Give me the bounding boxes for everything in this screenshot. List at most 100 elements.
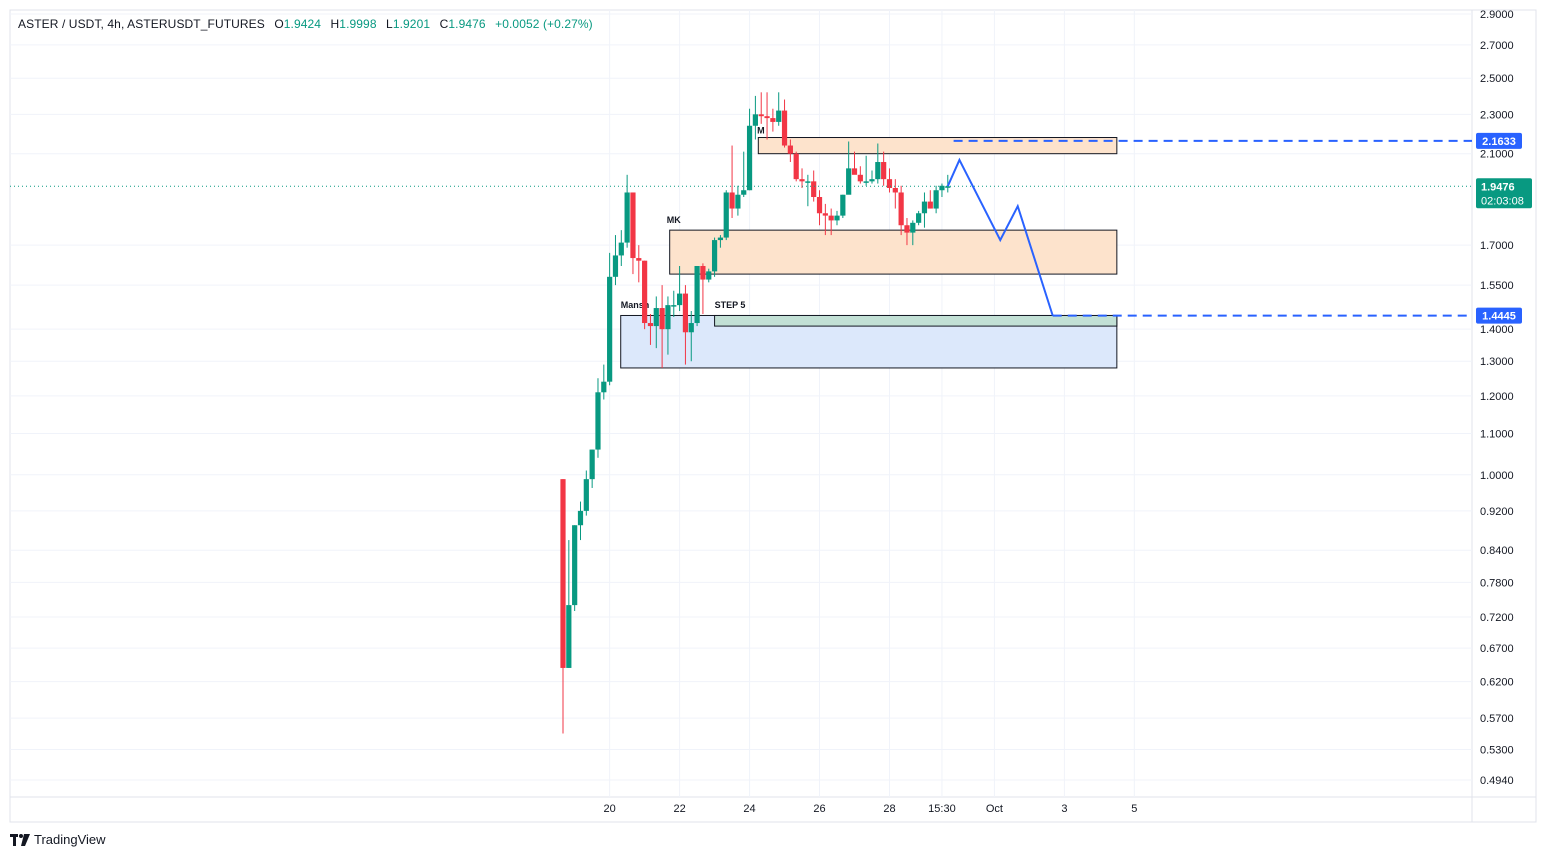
symbol-title[interactable]: ASTER / USDT, 4h, ASTERUSDT_FUTURES — [18, 17, 265, 31]
candle-up[interactable] — [746, 108, 753, 191]
candle-up[interactable] — [653, 296, 659, 349]
low-value: 1.9201 — [392, 17, 431, 31]
x-tick-label: 5 — [1131, 803, 1137, 815]
candle-up[interactable] — [921, 192, 928, 228]
candle-up[interactable] — [910, 220, 916, 246]
candle-down[interactable] — [828, 208, 834, 236]
candle-down[interactable] — [729, 145, 735, 219]
candle-down[interactable] — [904, 218, 910, 246]
candle-down[interactable] — [647, 313, 654, 345]
candle-down[interactable] — [770, 108, 776, 132]
level-price-label: 1.4445 — [1482, 311, 1516, 323]
projection-path[interactable] — [946, 157, 1054, 316]
candle-down[interactable] — [636, 245, 642, 283]
candle-up[interactable] — [805, 174, 811, 207]
zone-box[interactable] — [757, 137, 1118, 155]
x-tick-label: 22 — [673, 803, 685, 815]
candle-up[interactable] — [741, 151, 747, 198]
candle-down[interactable] — [793, 151, 799, 182]
zone-box[interactable] — [714, 314, 1118, 327]
candle-down[interactable] — [764, 92, 770, 140]
candle-down[interactable] — [799, 168, 805, 188]
candle-up[interactable] — [723, 190, 729, 241]
candle-up[interactable] — [665, 296, 671, 355]
candle-up[interactable] — [846, 141, 852, 195]
candle-down[interactable] — [898, 185, 904, 236]
candle-down[interactable] — [816, 190, 823, 226]
candle-body — [711, 240, 718, 272]
candle-down[interactable] — [927, 190, 933, 209]
candle-down[interactable] — [857, 166, 863, 184]
tradingview-logo-icon — [10, 833, 30, 846]
candle-down[interactable] — [851, 151, 858, 175]
candle-up[interactable] — [572, 525, 578, 611]
candle-down[interactable] — [700, 263, 706, 314]
candle-up[interactable] — [566, 540, 572, 668]
candle-down[interactable] — [781, 99, 788, 148]
candle-up[interactable] — [601, 364, 607, 400]
candle-down[interactable] — [560, 479, 566, 734]
candle-body — [758, 114, 764, 117]
candle-down[interactable] — [811, 170, 817, 202]
candle-up[interactable] — [677, 266, 683, 312]
candle-up[interactable] — [945, 174, 951, 193]
candle-up[interactable] — [834, 210, 840, 226]
tradingview-branding[interactable]: TradingView — [10, 832, 106, 847]
candle-down[interactable] — [630, 192, 636, 275]
candle-down[interactable] — [787, 139, 793, 163]
candle-body — [560, 479, 566, 668]
candle-up[interactable] — [916, 210, 922, 226]
candle-down[interactable] — [822, 203, 828, 236]
candle-up[interactable] — [711, 237, 718, 277]
y-tick-label: 1.2000 — [1480, 391, 1514, 403]
candle-body — [834, 215, 840, 221]
candle-up[interactable] — [688, 311, 694, 362]
candle-down[interactable] — [881, 151, 887, 186]
candle-up[interactable] — [624, 174, 630, 248]
y-tick-label: 1.0000 — [1480, 470, 1514, 482]
y-tick-label: 0.7200 — [1480, 612, 1514, 624]
candle-down[interactable] — [892, 179, 898, 209]
candle-down[interactable] — [886, 168, 893, 193]
candle-up[interactable] — [706, 268, 712, 283]
y-tick-label: 0.6200 — [1480, 677, 1514, 689]
candle-up[interactable] — [583, 470, 589, 516]
zone-box[interactable] — [669, 229, 1118, 275]
candle-body — [816, 197, 823, 214]
candle-body — [735, 194, 741, 209]
candle-up[interactable] — [589, 449, 595, 488]
candle-body — [892, 187, 898, 193]
candle-down[interactable] — [642, 260, 648, 330]
candle-body — [857, 174, 863, 182]
candle-up[interactable] — [607, 252, 613, 386]
candle-up[interactable] — [752, 95, 758, 140]
candle-up[interactable] — [840, 194, 846, 219]
candle-up[interactable] — [863, 155, 869, 186]
candle-body — [618, 242, 624, 256]
candle-up[interactable] — [933, 185, 939, 214]
candle-body — [886, 179, 893, 188]
candle-down[interactable] — [659, 285, 665, 368]
y-tick-label: 0.7800 — [1480, 577, 1514, 589]
candle-up[interactable] — [595, 378, 601, 458]
candle-up[interactable] — [618, 230, 624, 267]
y-tick-label: 0.5300 — [1480, 745, 1514, 757]
candle-body — [752, 114, 758, 126]
candle-body — [840, 194, 846, 216]
y-tick-label: 2.9000 — [1480, 9, 1514, 21]
candle-up[interactable] — [776, 92, 782, 126]
candle-up[interactable] — [577, 501, 584, 541]
candle-up[interactable] — [612, 235, 619, 286]
candle-down[interactable] — [682, 285, 689, 365]
candle-up[interactable] — [717, 235, 724, 248]
candle-up[interactable] — [735, 185, 741, 216]
candle-down[interactable] — [758, 92, 764, 124]
candle-up[interactable] — [694, 266, 700, 327]
candle-up[interactable] — [939, 183, 945, 198]
candle-up[interactable] — [869, 170, 875, 184]
candle-up[interactable] — [671, 290, 677, 317]
candle-up[interactable] — [875, 143, 881, 184]
candle-body — [729, 192, 735, 209]
candle-body — [828, 215, 834, 221]
